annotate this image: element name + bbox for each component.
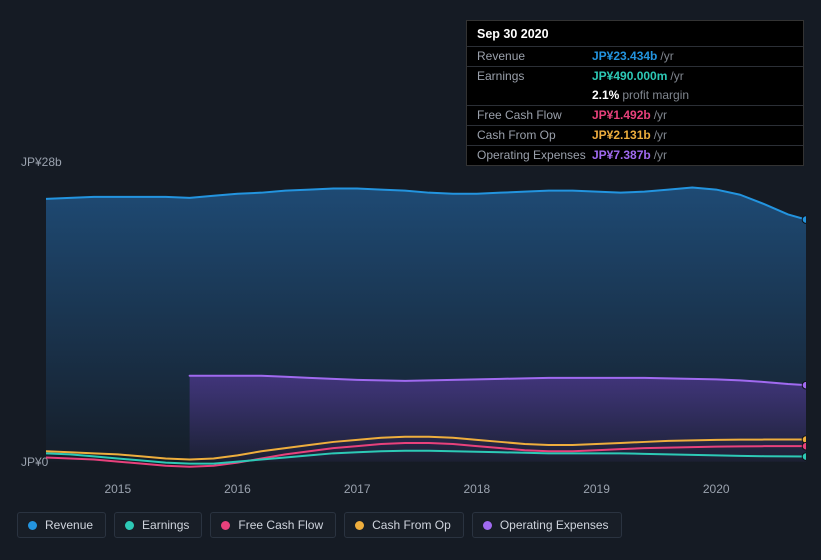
x-axis-tick: 2020 — [703, 482, 730, 496]
tooltip-row-value: 2.1% — [592, 88, 619, 103]
tooltip-row-unit: /yr — [654, 108, 667, 123]
tooltip-row-value: JP¥1.492b — [592, 108, 651, 123]
chart-plot-area[interactable] — [46, 172, 806, 474]
tooltip-row-unit: /yr — [654, 148, 667, 163]
tooltip-row-value: JP¥2.131b — [592, 128, 651, 143]
legend-label: Free Cash Flow — [238, 518, 323, 532]
tooltip-row-label: Cash From Op — [477, 128, 592, 143]
x-axis-tick: 2019 — [583, 482, 610, 496]
tooltip-row-unit: /yr — [654, 128, 667, 143]
tooltip-row-value: JP¥7.387b — [592, 148, 651, 163]
tooltip-row-value: JP¥23.434b — [592, 49, 657, 64]
tooltip-row-unit: /yr — [670, 69, 683, 84]
x-axis-tick: 2017 — [344, 482, 371, 496]
tooltip-row-label: Operating Expenses — [477, 148, 592, 163]
legend-label: Cash From Op — [372, 518, 451, 532]
tooltip-row: 2.1% profit margin — [467, 86, 803, 105]
legend-item[interactable]: Revenue — [17, 512, 106, 538]
tooltip-rows: RevenueJP¥23.434b /yrEarningsJP¥490.000m… — [467, 46, 803, 165]
legend-dot — [483, 521, 492, 530]
tooltip-row: Free Cash FlowJP¥1.492b /yr — [467, 105, 803, 125]
legend-dot — [125, 521, 134, 530]
legend-item[interactable]: Free Cash Flow — [210, 512, 336, 538]
legend-dot — [221, 521, 230, 530]
legend-item[interactable]: Operating Expenses — [472, 512, 622, 538]
tooltip-row: EarningsJP¥490.000m /yr — [467, 66, 803, 86]
tooltip-row: RevenueJP¥23.434b /yr — [467, 46, 803, 66]
legend-item[interactable]: Earnings — [114, 512, 202, 538]
chart-tooltip: Sep 30 2020 RevenueJP¥23.434b /yrEarning… — [466, 20, 804, 166]
tooltip-date: Sep 30 2020 — [467, 27, 803, 46]
legend-dot — [28, 521, 37, 530]
x-axis: 2015 2016 2017 2018 2019 2020 — [46, 482, 806, 500]
legend-label: Operating Expenses — [500, 518, 609, 532]
tooltip-row-unit: /yr — [660, 49, 673, 64]
x-axis-tick: 2016 — [224, 482, 251, 496]
x-axis-tick: 2018 — [464, 482, 491, 496]
y-axis-label-bottom: JP¥0 — [21, 455, 48, 469]
tooltip-row-label: Revenue — [477, 49, 592, 64]
tooltip-row: Cash From OpJP¥2.131b /yr — [467, 125, 803, 145]
x-axis-tick: 2015 — [104, 482, 131, 496]
legend-item[interactable]: Cash From Op — [344, 512, 464, 538]
chart-legend: Revenue Earnings Free Cash Flow Cash From O… — [17, 512, 622, 538]
legend-label: Revenue — [45, 518, 93, 532]
legend-label: Earnings — [142, 518, 189, 532]
tooltip-row: Operating ExpensesJP¥7.387b /yr — [467, 145, 803, 165]
tooltip-row-label: Free Cash Flow — [477, 108, 592, 123]
tooltip-row-value: JP¥490.000m — [592, 69, 667, 84]
y-axis-label-top: JP¥28b — [21, 155, 62, 169]
tooltip-row-label: Earnings — [477, 69, 592, 84]
legend-dot — [355, 521, 364, 530]
tooltip-row-unit: profit margin — [622, 88, 689, 103]
